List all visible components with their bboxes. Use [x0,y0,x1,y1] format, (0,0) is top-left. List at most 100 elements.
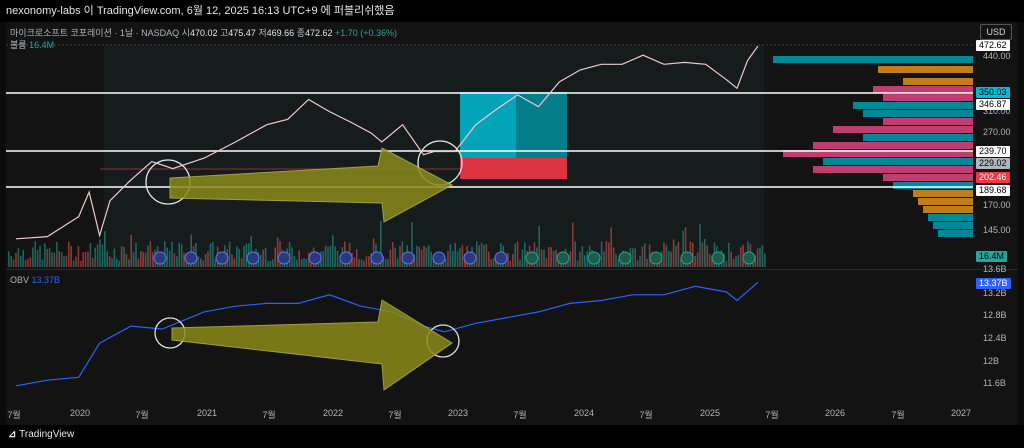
dividend-marker-icon [370,251,384,265]
volume-bar [135,242,137,267]
volume-bar [552,250,555,267]
volume-bar [353,257,356,267]
volume-bar [137,258,140,267]
volume-bar [423,245,425,267]
volume-bar [32,247,34,267]
volume-bar [60,251,63,267]
volume-bar [168,250,171,267]
volume-bar [356,249,358,267]
change-value: +1.70 (+0.36%) [334,28,398,38]
price-tick: 170.00 [983,200,1011,210]
volume-bar [204,254,207,267]
volume-bar [756,248,759,267]
volume-bar [82,252,84,267]
obv-panel[interactable] [6,270,973,403]
price-axis[interactable] [973,22,1018,269]
volume-bar [658,260,660,267]
volume-bar [29,257,32,267]
volume-bar [296,259,298,267]
volume-profile-bar [863,110,973,117]
volume-bar [694,255,696,267]
volume-bar [598,260,600,267]
volume-bar [708,253,711,267]
time-axis[interactable]: 7월 2020 7월 2021 7월 2022 7월 2023 7월 2024 … [6,403,1018,425]
volume-bar [399,245,401,267]
obv-value: 13.37B [31,275,61,285]
volume-bar [96,244,99,267]
time-label: 2020 [69,408,91,418]
volume-bar [675,245,677,267]
time-label: 7월 [513,410,527,420]
volume-bar [84,251,87,267]
trend-arrow [169,147,454,223]
volume-bar [334,246,336,267]
volume-bar [641,246,644,267]
volume-bar [574,241,576,267]
symbol-name: 마이크로소프트 코포레이션 · 1날 · NASDAQ [10,28,180,38]
volume-bar [543,249,545,267]
volume-bar [634,248,636,267]
volume-bar [394,247,396,267]
volume-bar [540,249,543,267]
volume-bar [17,247,20,267]
volume-bar [610,227,612,267]
earnings-marker-icon [742,251,756,265]
volume-bar [504,258,507,267]
volume-bar [41,259,44,267]
volume-bar [524,242,526,267]
earnings-marker-icon [711,251,725,265]
volume-bar [329,245,332,267]
volume-bar [428,245,430,267]
volume-bar [548,246,550,267]
volume-bar [322,251,324,267]
obv-legend: OBV 13.37B [10,275,60,285]
time-label: 2025 [699,408,721,418]
dividend-marker-icon [339,251,353,265]
volume-bar [130,234,132,267]
volume-bar [538,225,540,267]
volume-bar [639,255,641,267]
tv-logo-icon: ⊿ [8,429,20,440]
obv-tick: 12.4B [983,333,1007,343]
volume-bar [228,241,231,267]
volume-bar [735,256,737,267]
volume-profile-bar [883,174,973,181]
volume-bar [444,259,447,267]
volume-bar [34,241,36,267]
time-label: 7월 [639,410,653,420]
symbol-legend: 마이크로소프트 코포레이션 · 1날 · NASDAQ 시470.02 고475… [10,26,397,39]
volume-bar [550,247,552,267]
tradingview-logo[interactable]: ⊿ TradingView [8,429,74,440]
volume-profile-bar [873,86,973,93]
time-label: 2023 [447,408,469,418]
price-tag-box-mid: 229.02 [976,158,1010,169]
price-tick: 270.00 [983,127,1011,137]
obv-axis[interactable] [973,270,1018,403]
volume-bar [420,249,423,267]
volume-bar [555,249,557,267]
volume-bar [36,250,39,267]
volume-bar [327,246,329,267]
volume-bar [668,250,670,267]
volume-bar [267,260,269,267]
position-box-loss [460,158,567,179]
volume-bar [706,245,708,267]
obv-tag: 13.37B [976,278,1011,289]
volume-bar [212,242,214,267]
earnings-marker-icon [525,251,539,265]
volume-profile-bar [933,222,973,229]
volume-bar [387,259,389,267]
earnings-marker-icon [618,251,632,265]
volume-bar [478,245,480,267]
volume-bar [759,247,761,267]
pane-separator[interactable] [6,269,1018,270]
low-value: 469.66 [266,28,295,38]
currency-button[interactable]: USD [980,24,1012,40]
volume-bar [20,256,22,267]
obv-tick: 11.6B [983,378,1006,388]
volume-bar [231,254,233,267]
volume-bar [380,221,382,267]
volume-bar [125,253,128,267]
volume-bar [288,242,291,267]
volume-bar [519,259,521,267]
